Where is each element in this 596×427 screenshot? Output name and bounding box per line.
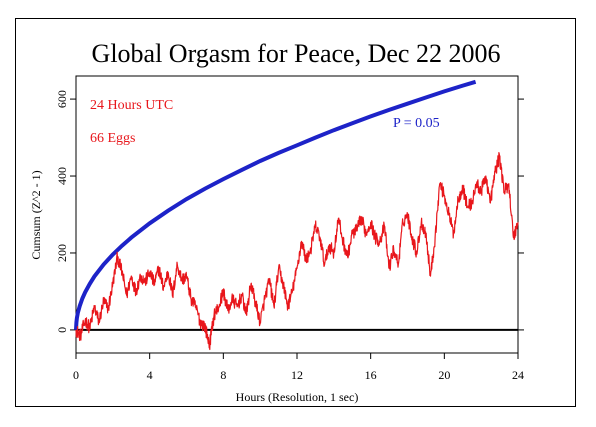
x-axis-label: Hours (Resolution, 1 sec) <box>236 390 359 404</box>
annotation-time-span: 24 Hours UTC <box>90 98 173 113</box>
plot-area <box>75 75 519 354</box>
y-axis-label: Cumsum (Z^2 - 1) <box>29 170 43 259</box>
x-tick-label: 20 <box>438 368 450 382</box>
annotation-p-value: P = 0.05 <box>393 116 440 131</box>
y-tick-label: 400 <box>55 167 69 185</box>
x-tick-label: 16 <box>365 368 377 382</box>
cumsum-line <box>75 152 519 351</box>
y-tick-label: 200 <box>55 244 69 262</box>
y-tick-label: 600 <box>55 90 69 108</box>
chart-title: Global Orgasm for Peace, Dec 22 2006 <box>92 39 501 68</box>
x-tick-label: 24 <box>512 368 524 382</box>
x-tick-label: 8 <box>220 368 226 382</box>
p-curve-line <box>74 79 477 331</box>
x-axis: 0 4 8 12 16 20 24 <box>73 353 524 382</box>
x-tick-label: 12 <box>291 368 303 382</box>
chart-frame <box>15 18 576 407</box>
x-tick-label: 4 <box>147 368 153 382</box>
x-tick-label: 0 <box>73 368 79 382</box>
annotation-eggs: 66 Eggs <box>90 131 136 146</box>
y-tick-label: 0 <box>55 327 69 333</box>
y-axis: 0 200 400 600 <box>55 90 524 333</box>
